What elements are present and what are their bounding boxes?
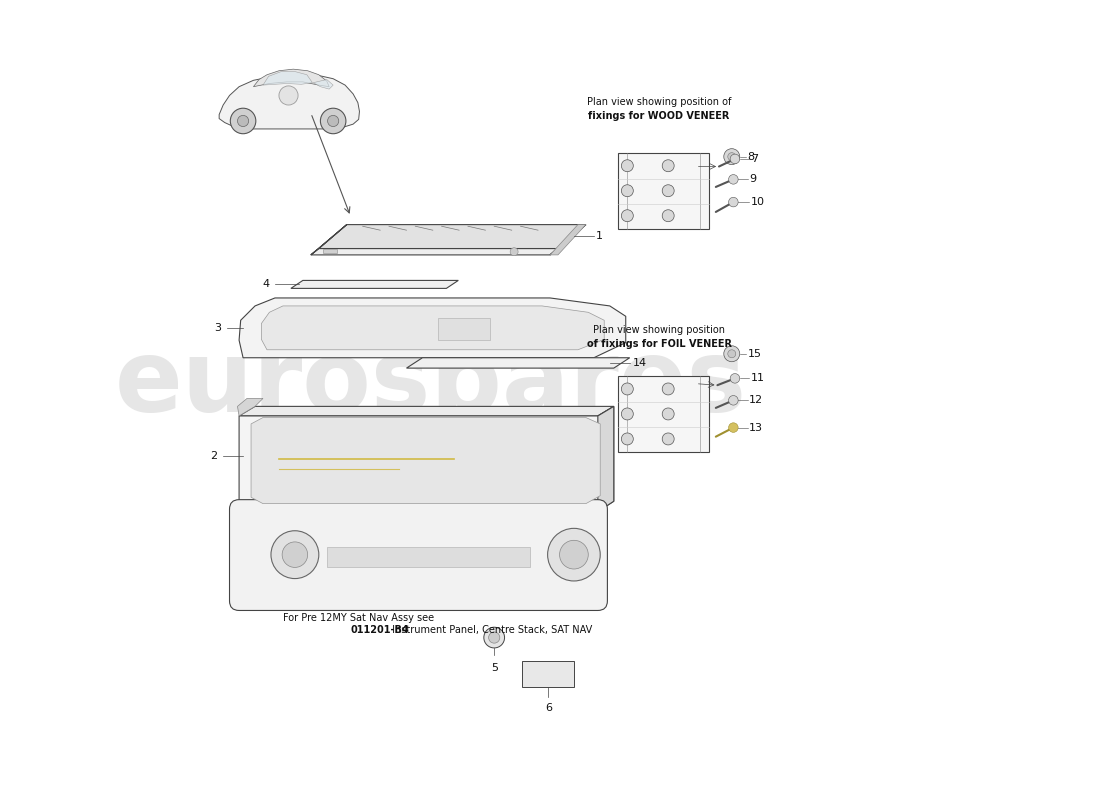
Circle shape	[328, 115, 339, 126]
Bar	[439, 318, 491, 340]
Text: Plan view showing position of: Plan view showing position of	[586, 97, 732, 106]
Circle shape	[548, 528, 601, 581]
Text: 14: 14	[632, 358, 647, 368]
Circle shape	[662, 185, 674, 197]
Polygon shape	[550, 225, 586, 255]
Text: a passion for parts since 1985: a passion for parts since 1985	[252, 452, 609, 476]
Circle shape	[662, 408, 674, 420]
Text: eurospares: eurospares	[114, 335, 747, 433]
Circle shape	[662, 160, 674, 172]
Text: of fixings for FOIL VENEER: of fixings for FOIL VENEER	[586, 339, 732, 349]
Polygon shape	[597, 406, 614, 512]
Text: fixings for WOOD VENEER: fixings for WOOD VENEER	[588, 111, 729, 121]
Circle shape	[621, 383, 634, 395]
Polygon shape	[311, 249, 558, 255]
Polygon shape	[239, 298, 626, 358]
Circle shape	[662, 433, 674, 445]
Circle shape	[728, 153, 736, 161]
Text: 9: 9	[749, 174, 757, 184]
Circle shape	[621, 160, 634, 172]
Circle shape	[730, 374, 739, 383]
Text: 11: 11	[751, 374, 764, 383]
Text: 8: 8	[748, 152, 755, 162]
Polygon shape	[319, 225, 586, 249]
Text: 7: 7	[751, 154, 758, 164]
Circle shape	[621, 185, 634, 197]
Polygon shape	[253, 69, 329, 86]
Text: 2: 2	[210, 451, 218, 461]
Circle shape	[728, 423, 738, 432]
Circle shape	[238, 115, 249, 126]
Circle shape	[488, 632, 499, 643]
Text: 4: 4	[262, 279, 270, 290]
Polygon shape	[238, 398, 263, 416]
Text: Instrument Panel, Centre Stack, SAT NAV: Instrument Panel, Centre Stack, SAT NAV	[389, 626, 592, 635]
Circle shape	[724, 149, 739, 165]
Circle shape	[724, 346, 739, 362]
Polygon shape	[251, 418, 601, 504]
Text: 1: 1	[596, 230, 603, 241]
Bar	[618, 376, 710, 452]
Text: For Pre 12MY Sat Nav Assy see: For Pre 12MY Sat Nav Assy see	[283, 613, 434, 622]
Polygon shape	[239, 406, 614, 416]
Polygon shape	[311, 225, 346, 255]
Text: 13: 13	[749, 422, 763, 433]
Polygon shape	[407, 358, 629, 368]
Circle shape	[560, 540, 588, 569]
Circle shape	[510, 248, 518, 256]
Circle shape	[728, 198, 738, 207]
Bar	[327, 547, 530, 567]
Circle shape	[230, 108, 256, 134]
Bar	[522, 661, 574, 687]
Text: 3: 3	[214, 323, 221, 334]
Circle shape	[621, 210, 634, 222]
Polygon shape	[550, 225, 586, 255]
Circle shape	[662, 210, 674, 222]
Circle shape	[279, 86, 298, 105]
FancyBboxPatch shape	[230, 500, 607, 610]
Circle shape	[728, 174, 738, 184]
Polygon shape	[314, 79, 333, 89]
Circle shape	[484, 627, 505, 648]
Circle shape	[662, 383, 674, 395]
Polygon shape	[263, 71, 312, 85]
Polygon shape	[239, 406, 614, 512]
Text: 011201-B4: 011201-B4	[351, 626, 409, 635]
Circle shape	[320, 108, 345, 134]
Text: 10: 10	[751, 197, 764, 207]
Circle shape	[728, 395, 738, 405]
Text: 15: 15	[748, 349, 761, 358]
Bar	[322, 250, 337, 254]
Text: 6: 6	[544, 703, 552, 713]
Polygon shape	[290, 281, 459, 288]
Circle shape	[728, 350, 736, 358]
Polygon shape	[219, 74, 360, 129]
Text: 12: 12	[749, 395, 763, 406]
Circle shape	[730, 154, 739, 164]
Circle shape	[271, 530, 319, 578]
Circle shape	[621, 408, 634, 420]
Polygon shape	[262, 306, 604, 350]
Circle shape	[621, 433, 634, 445]
Bar	[618, 153, 710, 229]
Text: 5: 5	[491, 663, 497, 673]
Text: Plan view showing position: Plan view showing position	[593, 325, 725, 334]
Circle shape	[282, 542, 308, 567]
